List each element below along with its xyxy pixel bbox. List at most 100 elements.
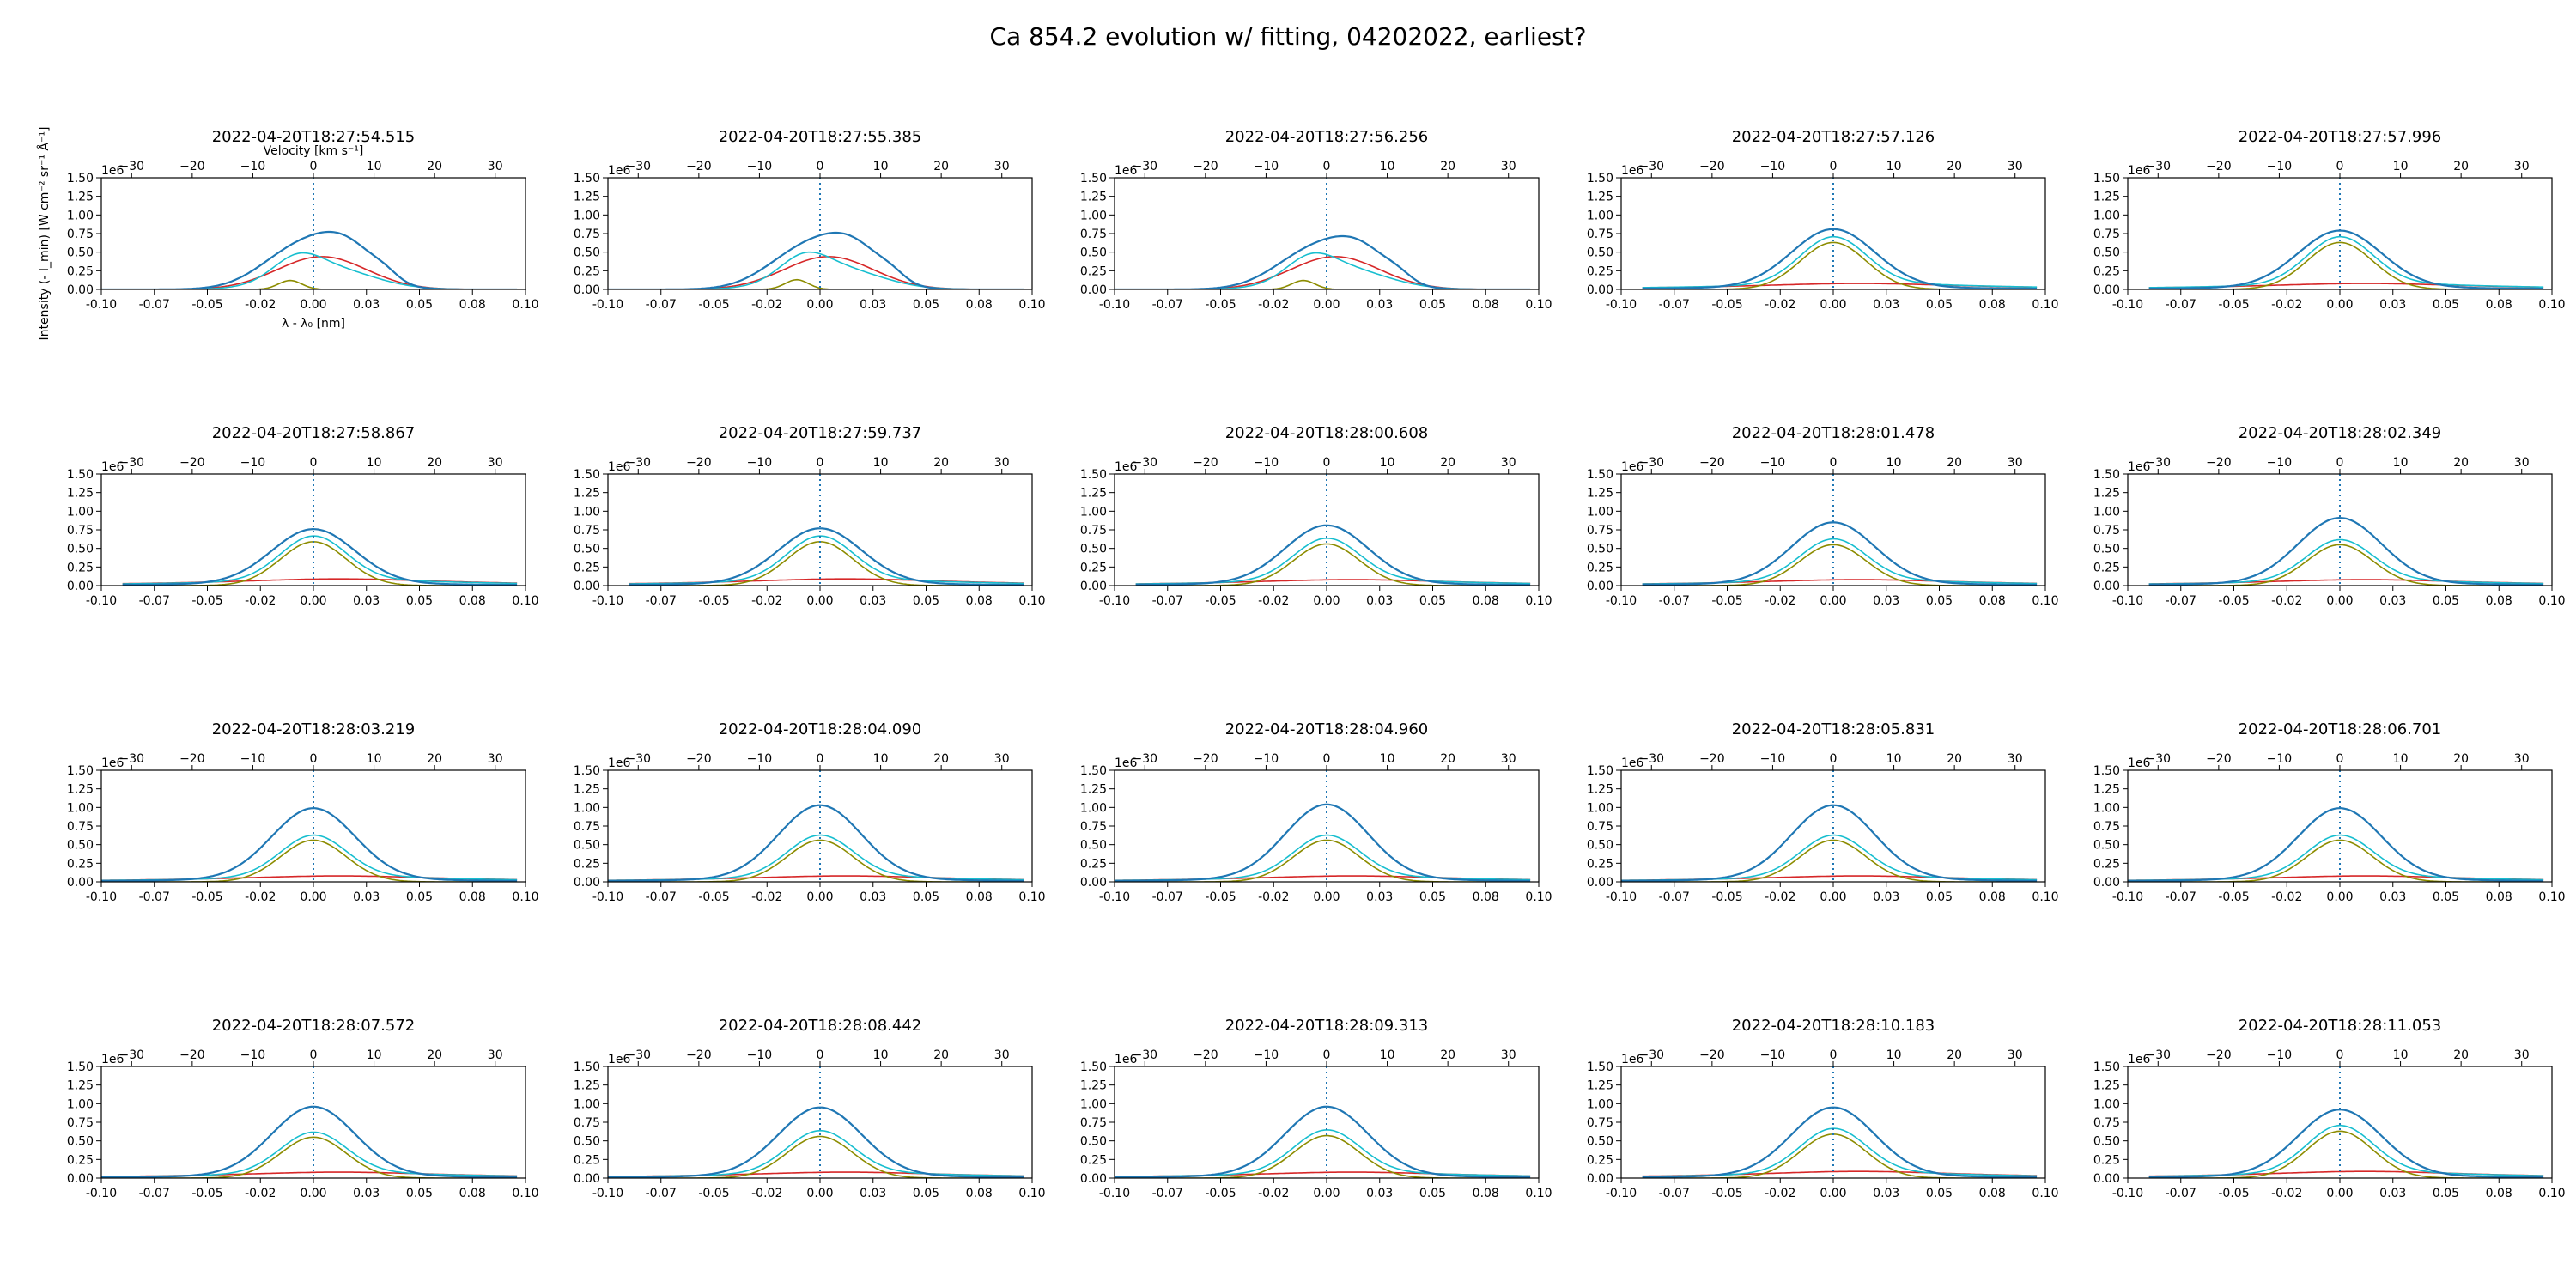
velocity-tick-label: 10 (1886, 456, 1902, 470)
velocity-tick-label: −10 (240, 1048, 266, 1062)
x-tick-label: 0.05 (913, 1187, 939, 1200)
x-tick-label: -0.07 (139, 594, 170, 608)
y-offset-label: 1e6 (2128, 756, 2151, 770)
panel-title: 2022-04-20T18:28:08.442 (719, 1017, 922, 1035)
y-offset-label: 1e6 (1621, 1053, 1644, 1066)
series-line-narrow (608, 278, 1024, 289)
y-tick-label: 1.50 (2093, 468, 2120, 482)
figure-suptitle: Ca 854.2 evolution w/ fitting, 04202022,… (989, 22, 1586, 51)
y-tick-label: 0.75 (1587, 524, 1613, 538)
velocity-tick-label: −20 (686, 1048, 712, 1062)
y-tick-label: 0.75 (2093, 228, 2120, 241)
y-tick-label: 1.25 (67, 783, 94, 797)
x-tick-label: 0.03 (860, 1187, 886, 1200)
x-tick-label: 0.08 (2486, 594, 2512, 608)
y-tick-label: 0.25 (1587, 857, 1613, 871)
x-tick-label: 0.00 (1313, 890, 1340, 904)
velocity-tick-label: −20 (1699, 752, 1725, 766)
x-tick-label: -0.07 (1659, 298, 1690, 312)
x-tick-label: 0.03 (860, 594, 886, 608)
panel-15: 2022-04-20T18:28:06.701 -0.10 -0.07 -0.05 -0… (2093, 720, 2566, 904)
velocity-tick-label: 30 (1501, 160, 1516, 173)
panel-title: 2022-04-20T18:28:09.313 (1225, 1017, 1429, 1035)
x-tick-label: 0.03 (2379, 890, 2406, 904)
x-tick-label: -0.07 (1659, 594, 1690, 608)
x-tick-label: -0.02 (245, 890, 276, 904)
x-tick-label: -0.07 (646, 298, 677, 312)
velocity-tick-label: −10 (2267, 752, 2293, 766)
series-line-obs (101, 230, 518, 289)
velocity-tick-label: −30 (1133, 456, 1158, 470)
velocity-tick-label: 10 (873, 456, 889, 470)
x-tick-label: -0.02 (245, 1187, 276, 1200)
y-tick-label: 0.75 (2093, 524, 2120, 538)
y-tick-label: 0.25 (67, 561, 94, 574)
y-tick-label: 0.25 (2093, 264, 2120, 278)
x-tick-label: 0.08 (1473, 1187, 1499, 1200)
x-tick-label: 0.03 (353, 594, 380, 608)
velocity-tick-label: 20 (2453, 160, 2469, 173)
x-tick-label: -0.10 (2112, 594, 2143, 608)
series-line-fit (608, 1130, 1024, 1178)
panel-title: 2022-04-20T18:27:57.996 (2239, 128, 2442, 146)
x-tick-label: 0.03 (1873, 594, 1899, 608)
y-offset-label: 1e6 (608, 164, 631, 178)
y-tick-label: 1.25 (574, 783, 600, 797)
y-tick-label: 0.50 (67, 543, 94, 556)
x-tick-label: 0.03 (353, 298, 380, 312)
panel-7: 2022-04-20T18:27:59.737 -0.10 -0.07 -0.05 -0… (574, 424, 1046, 608)
y-tick-label: 0.00 (574, 283, 600, 297)
y-tick-label: 0.50 (2093, 839, 2120, 853)
velocity-tick-label: −30 (626, 160, 652, 173)
x-tick-label: 0.05 (406, 298, 433, 312)
x-tick-label: 0.00 (806, 298, 833, 312)
series-line-fit (1115, 834, 1531, 882)
series-group (122, 527, 518, 586)
x-tick-label: -0.02 (1765, 298, 1795, 312)
x-tick-label: 0.03 (860, 298, 886, 312)
panel-3: 2022-04-20T18:27:56.256 -0.10 -0.07 -0.05 -0… (1080, 128, 1552, 312)
series-group (608, 1106, 1024, 1178)
y-tick-label: 0.50 (2093, 1135, 2120, 1149)
velocity-tick-label: 30 (994, 1048, 1010, 1062)
y-tick-label: 1.25 (1587, 1079, 1613, 1093)
x-tick-label: 0.05 (406, 1187, 433, 1200)
x-tick-label: -0.10 (1606, 890, 1637, 904)
velocity-tick-label: 30 (994, 752, 1010, 766)
y-tick-label: 1.25 (574, 487, 600, 501)
y-tick-label: 0.75 (1080, 820, 1107, 834)
velocity-tick-label: −30 (2146, 1048, 2172, 1062)
velocity-tick-label: −10 (1760, 752, 1786, 766)
y-tick-label: 0.25 (67, 1153, 94, 1167)
series-line-broad (101, 256, 518, 289)
series-group (608, 231, 1024, 289)
y-tick-label: 1.00 (1080, 1097, 1107, 1111)
y-tick-label: 0.00 (67, 283, 94, 297)
y-tick-label: 0.75 (67, 228, 94, 241)
series-line-obs (101, 1105, 518, 1178)
velocity-tick-label: −10 (1254, 456, 1279, 470)
panel-19: 2022-04-20T18:28:10.183 -0.10 -0.07 -0.05 -0… (1587, 1017, 2059, 1200)
series-line-obs (1115, 234, 1531, 289)
y-tick-label: 0.25 (574, 857, 600, 871)
series-line-fit (2148, 235, 2544, 289)
y-tick-label: 1.50 (2093, 764, 2120, 778)
x-tick-label: 0.05 (913, 890, 939, 904)
x-tick-label: 0.05 (406, 890, 433, 904)
y-tick-label: 0.50 (574, 1135, 600, 1149)
x-tick-label: -0.02 (2271, 1187, 2302, 1200)
y-tick-label: 1.50 (1080, 468, 1107, 482)
velocity-tick-label: 10 (1380, 160, 1395, 173)
velocity-tick-label: −20 (1699, 456, 1725, 470)
velocity-tick-label: 20 (1947, 752, 1962, 766)
x-tick-label: 0.10 (512, 1187, 538, 1200)
velocity-tick-label: 0 (1323, 456, 1331, 470)
velocity-tick-label: −10 (2267, 456, 2293, 470)
x-tick-label: -0.02 (1258, 1187, 1289, 1200)
panel-9: 2022-04-20T18:28:01.478 -0.10 -0.07 -0.05 -0… (1587, 424, 2059, 608)
velocity-tick-label: 30 (1501, 456, 1516, 470)
velocity-tick-label: 0 (310, 752, 318, 766)
x-tick-label: 0.05 (406, 594, 433, 608)
x-tick-label: -0.10 (2112, 890, 2143, 904)
velocity-tick-label: −30 (1133, 1048, 1158, 1062)
